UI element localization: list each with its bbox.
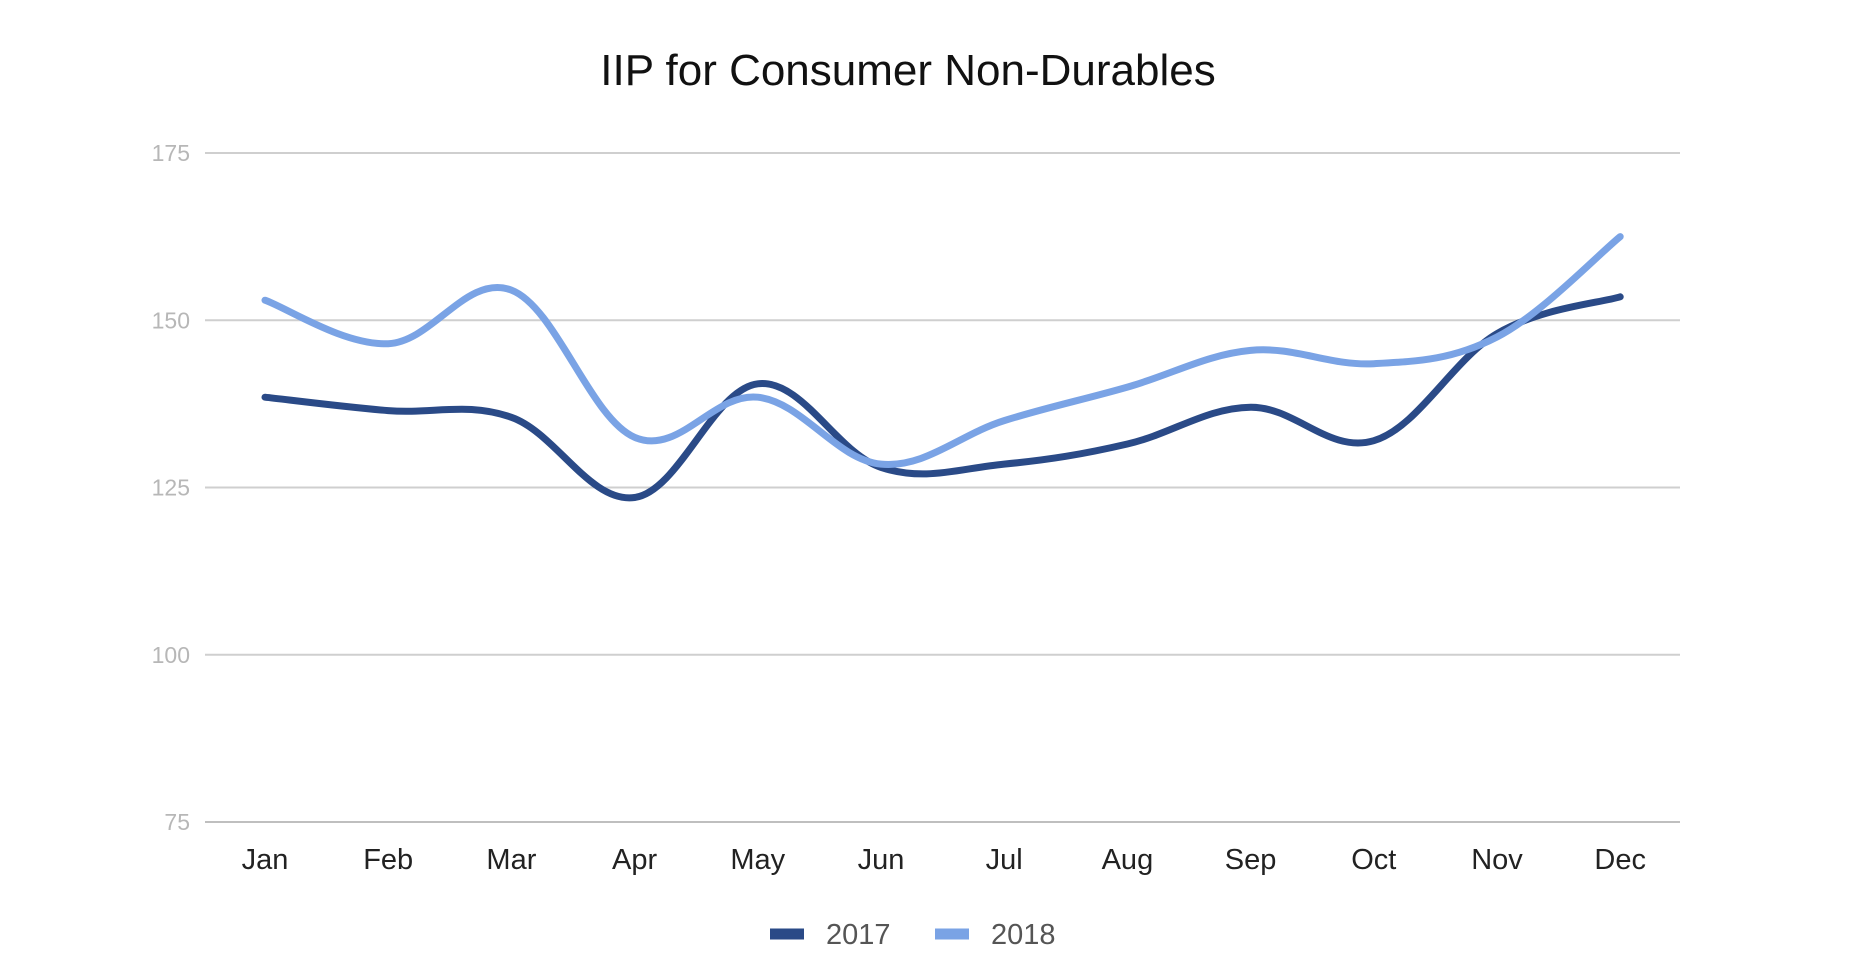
x-tick-label: Oct [1351, 844, 1396, 876]
x-tick-label: Jun [858, 844, 905, 876]
y-tick-label: 75 [164, 809, 190, 835]
x-tick-label: Sep [1225, 844, 1277, 876]
y-tick-label: 100 [152, 642, 190, 668]
legend-label-2018: 2018 [991, 919, 1056, 951]
x-tick-label: Mar [486, 844, 536, 876]
x-tick-label: Dec [1594, 844, 1646, 876]
x-tick-label: Nov [1471, 844, 1523, 876]
y-tick-label: 150 [152, 307, 190, 333]
x-tick-label: Jan [242, 844, 289, 876]
grid-layer [205, 152, 1680, 823]
x-axis-ticks: Jan Feb Mar Apr May Jun Jul Aug Sep Oct Nov Dec [242, 844, 1646, 876]
series-line-2017 [261, 293, 1624, 502]
y-axis-ticks: 75 100 125 150 175 [152, 140, 190, 835]
legend: 2017 2018 [770, 919, 1056, 951]
y-tick-label: 125 [152, 475, 190, 501]
x-tick-label: Aug [1102, 844, 1154, 876]
x-tick-label: Jul [986, 844, 1023, 876]
x-tick-label: Apr [612, 844, 657, 876]
chart-title: IIP for Consumer Non-Durables [600, 46, 1215, 95]
x-tick-label: Feb [363, 844, 413, 876]
x-tick-label: May [730, 844, 785, 876]
legend-label-2017: 2017 [826, 919, 891, 951]
series-layer [261, 233, 1624, 502]
series-line-2018 [261, 233, 1624, 468]
y-tick-label: 175 [152, 140, 190, 166]
